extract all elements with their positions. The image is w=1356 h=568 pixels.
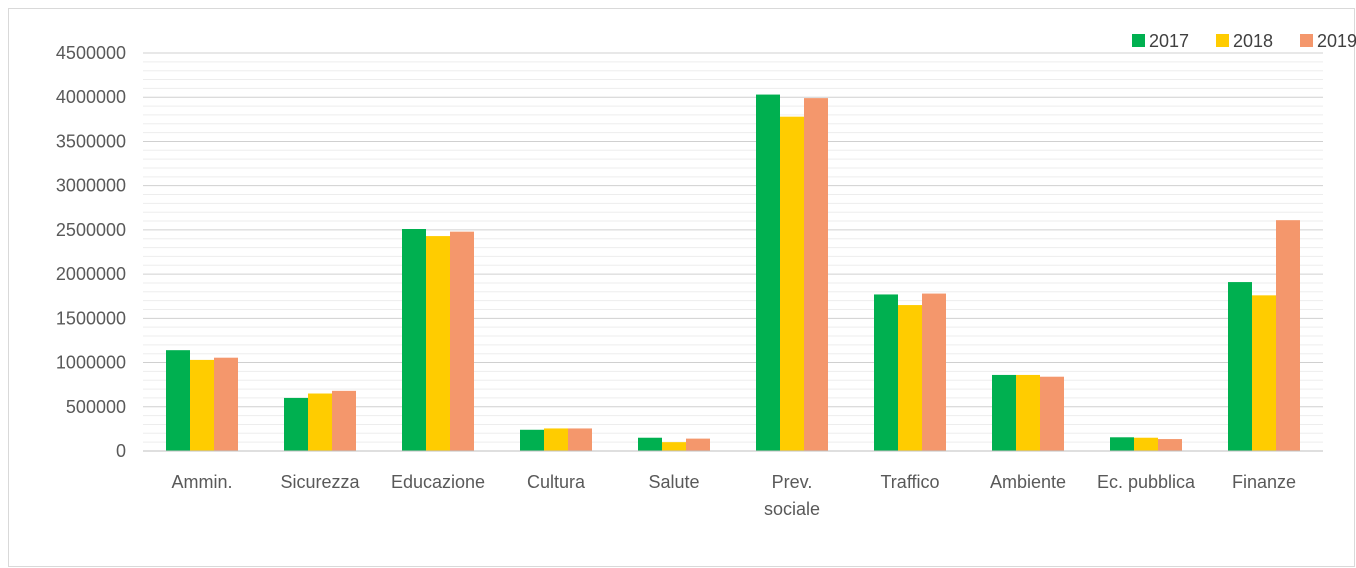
x-tick-label: Traffico <box>880 472 939 492</box>
bar-2018 <box>1016 374 1040 451</box>
bar-2018 <box>426 236 450 451</box>
legend-label: 2018 <box>1233 31 1273 51</box>
x-tick-label: Ec. pubblica <box>1097 472 1196 492</box>
legend-swatch-2018 <box>1216 34 1229 47</box>
legend-label: 2017 <box>1149 31 1189 51</box>
bar-2018 <box>898 305 922 451</box>
x-tick-label: Educazione <box>391 472 485 492</box>
x-tick-label: Prev. <box>772 472 813 492</box>
x-tick-label: Salute <box>648 472 699 492</box>
legend-label: 2019 <box>1317 31 1356 51</box>
bar-2017 <box>638 437 662 451</box>
bar-2019 <box>1158 439 1182 451</box>
legend: 2017 2018 2019 <box>1132 31 1356 51</box>
y-tick-label: 1000000 <box>56 353 126 373</box>
y-tick-label: 4500000 <box>56 43 126 63</box>
y-tick-label: 2000000 <box>56 264 126 284</box>
bar-2017 <box>1110 437 1134 451</box>
bar-2019 <box>450 231 474 451</box>
y-tick-label: 3000000 <box>56 176 126 196</box>
bar-2019 <box>214 357 238 451</box>
bar-2017 <box>166 350 190 451</box>
bar-2018 <box>308 393 332 451</box>
bar-2019 <box>922 293 946 451</box>
y-tick-label: 500000 <box>66 397 126 417</box>
bar-2017 <box>992 374 1016 451</box>
bar-2018 <box>780 116 804 452</box>
bar-2017 <box>520 429 544 451</box>
bar-2019 <box>332 390 356 451</box>
x-tick-label: Cultura <box>527 472 586 492</box>
y-tick-label: 2500000 <box>56 220 126 240</box>
axes: 0 500000 1000000 1500000 2000000 2500000 30000… <box>56 43 1323 519</box>
x-tick-label: Finanze <box>1232 472 1296 492</box>
bar-2018 <box>662 442 686 451</box>
y-tick-label: 4000000 <box>56 87 126 107</box>
x-tick-label: sociale <box>764 499 820 519</box>
y-tick-label: 3500000 <box>56 131 126 151</box>
y-tick-label: 1500000 <box>56 308 126 328</box>
bars <box>166 94 1300 452</box>
bar-2018 <box>1252 295 1276 451</box>
bar-2018 <box>1134 437 1158 451</box>
legend-swatch-2019 <box>1300 34 1313 47</box>
bar-2017 <box>756 94 780 452</box>
x-tick-label: Sicurezza <box>280 472 360 492</box>
bar-2019 <box>1040 376 1064 451</box>
bar-2019 <box>804 98 828 452</box>
bar-2017 <box>874 294 898 451</box>
x-tick-label: Ammin. <box>171 472 232 492</box>
gridlines <box>143 52 1323 443</box>
x-tick-label: Ambiente <box>990 472 1066 492</box>
bar-2019 <box>568 428 592 451</box>
bar-2018 <box>544 428 568 451</box>
bar-2017 <box>1228 282 1252 451</box>
bar-2019 <box>1276 220 1300 451</box>
bar-2017 <box>284 397 308 451</box>
chart-frame <box>8 8 1355 567</box>
bar-2019 <box>686 438 710 451</box>
bar-2018 <box>190 359 214 451</box>
y-tick-label: 0 <box>116 441 126 461</box>
legend-swatch-2017 <box>1132 34 1145 47</box>
bar-2017 <box>402 229 426 451</box>
